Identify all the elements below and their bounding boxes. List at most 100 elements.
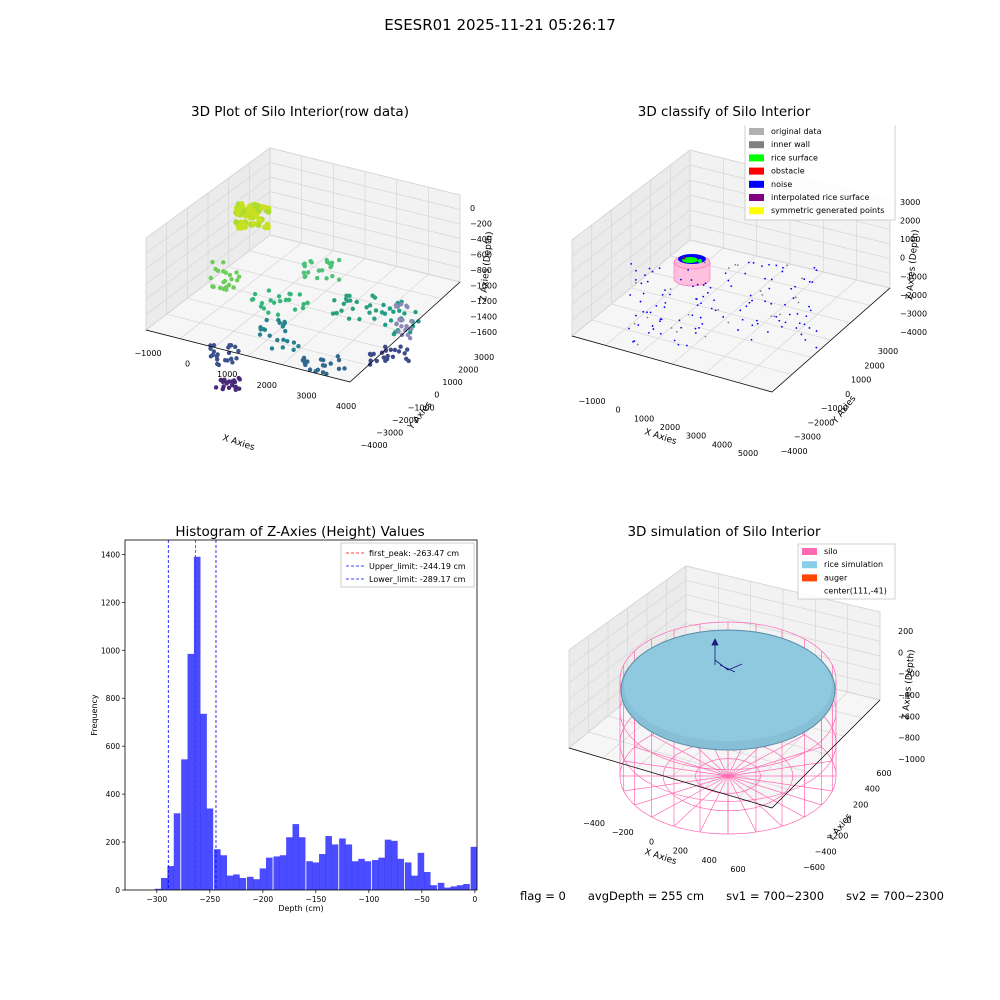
raw-point	[324, 276, 329, 281]
raw-point	[237, 377, 242, 382]
raw-point	[336, 357, 342, 363]
classify-point	[727, 279, 730, 282]
raw-point	[213, 266, 218, 272]
classify-point	[724, 272, 727, 275]
histogram-bar	[306, 861, 313, 890]
raw-point	[277, 298, 283, 304]
raw-point	[283, 297, 289, 303]
raw-point	[236, 224, 243, 231]
classify-point	[768, 287, 771, 290]
classify-point	[632, 340, 634, 343]
raw-point	[330, 273, 335, 279]
raw-point	[252, 291, 258, 297]
histogram-ytick-label: 0	[115, 886, 120, 895]
classify-point	[748, 301, 751, 304]
raw-point	[388, 318, 394, 323]
histogram-bar	[331, 844, 339, 890]
classify-point	[642, 292, 645, 295]
classify-point	[646, 280, 649, 283]
raw-point	[341, 301, 347, 307]
simulation-plot-title: 3D simulation of Silo Interior	[627, 524, 821, 540]
raw-point	[236, 348, 241, 354]
classify-point	[710, 307, 713, 310]
classify-point	[722, 316, 725, 318]
classify-point	[646, 316, 649, 319]
raw-point	[210, 259, 215, 265]
classify-point	[699, 316, 702, 319]
simulation-axes-lines	[568, 699, 881, 809]
raw-point	[302, 361, 308, 367]
classify-legend-swatch	[749, 128, 764, 135]
classify-point	[628, 327, 630, 330]
histogram-bar	[372, 860, 379, 890]
simulation-ztick-label: −1000	[898, 755, 925, 764]
histogram-legend: first_peak: -263.47 cm Upper_limit: -244.…	[340, 542, 475, 588]
classify-ytick-label: −1000	[821, 404, 848, 413]
silo-floor-spoke	[727, 734, 805, 777]
raw-point	[283, 328, 288, 334]
auger-and-center	[711, 638, 743, 673]
classify-point	[784, 321, 787, 324]
raw-ztick-label: −400	[470, 235, 492, 244]
simulation-ytick-label: −600	[803, 863, 825, 872]
classify-ytick-label: −3000	[794, 433, 821, 442]
raw-point	[383, 322, 388, 328]
classify-point	[803, 323, 806, 326]
histogram-bar	[312, 862, 320, 890]
raw-point	[286, 297, 292, 302]
raw-point	[226, 385, 232, 390]
classify-point	[663, 306, 666, 309]
simulation-xtick-label: 0	[649, 837, 654, 846]
classify-xtick-label: 4000	[712, 440, 732, 449]
histogram-ylabel: Frequency	[90, 694, 99, 736]
classify-ytick-label: 0	[845, 390, 850, 399]
histogram-bar	[259, 868, 267, 890]
raw-point	[307, 367, 313, 372]
raw-point	[269, 346, 275, 351]
classify-point	[670, 327, 673, 329]
raw-ytick-label: −3000	[376, 428, 403, 437]
classify-point	[694, 327, 697, 330]
classify-point	[659, 332, 662, 335]
classify-point	[796, 312, 799, 315]
raw-point	[264, 317, 269, 323]
raw-xtick-label: 2000	[257, 381, 277, 390]
raw-point	[392, 347, 398, 353]
raw-point	[398, 344, 403, 349]
raw-point	[381, 355, 387, 360]
classify-point	[770, 278, 773, 281]
raw-point	[223, 270, 229, 275]
classify-point	[770, 315, 773, 318]
simulation-ytick-label: −200	[826, 832, 848, 841]
simulation-xtick-label: −400	[583, 819, 605, 828]
raw-point	[334, 310, 339, 316]
classify-point	[811, 281, 814, 284]
raw-point	[346, 316, 352, 321]
raw-point	[228, 343, 234, 348]
simulation-legend-label: center(111,-41)	[824, 587, 887, 596]
raw-point	[388, 347, 393, 352]
raw-point	[240, 208, 247, 215]
simulation-legend-swatch	[802, 548, 817, 555]
simulation-ytick-label: −400	[815, 847, 837, 856]
classify-point	[794, 285, 797, 288]
raw-point	[259, 204, 266, 211]
classify-point	[786, 264, 789, 267]
histogram-bar	[444, 887, 451, 890]
classify-point	[661, 293, 664, 296]
raw-point	[257, 332, 263, 337]
classify-ztick-label: −2000	[900, 291, 927, 300]
classify-point	[713, 299, 716, 302]
raw-point	[315, 275, 320, 281]
histogram-bar	[384, 839, 392, 890]
classify-point	[664, 289, 666, 292]
raw-xtick-label: −1000	[134, 349, 161, 358]
classify-point	[781, 270, 784, 273]
raw-point	[229, 276, 234, 282]
raw-point	[262, 327, 268, 332]
raw-point	[315, 367, 321, 372]
raw-point	[217, 285, 223, 291]
histogram-bar	[437, 882, 445, 890]
raw-point	[211, 343, 217, 348]
raw-point	[357, 316, 362, 322]
